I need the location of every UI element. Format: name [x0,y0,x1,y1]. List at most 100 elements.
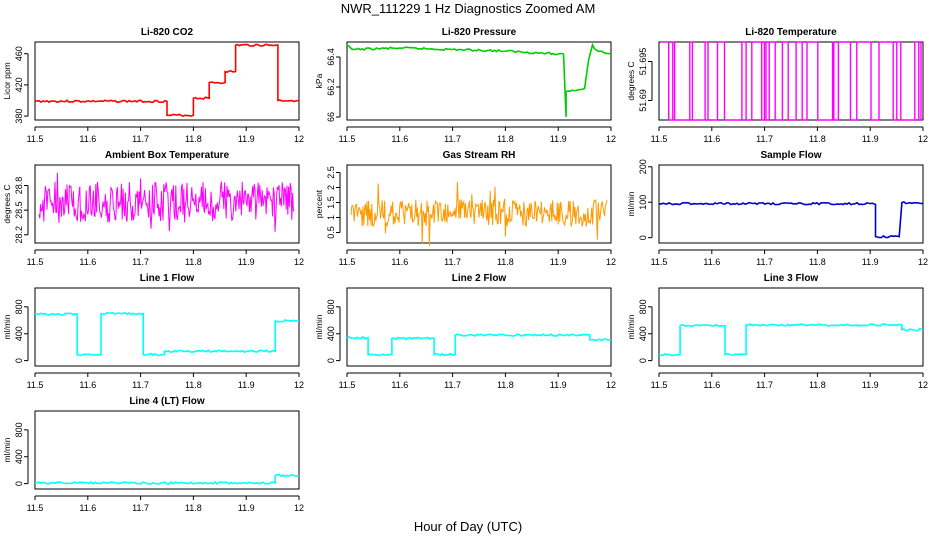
series-line [34,311,299,357]
y-tick-label: 400 [326,326,336,341]
panel-title: Li-820 Pressure [442,27,517,38]
x-tick-label: 11.5 [651,134,668,144]
x-tick-label: 11.9 [550,380,567,390]
plot-frame [658,287,924,367]
y-axis-label: degrees C [626,61,636,100]
panel-9: Line 3 Flow 11.5 11.6 11.7 11.8 11.9 12 0 400 800… [626,273,928,390]
x-tick-label: 11.7 [756,257,773,267]
y-tick-label: 66.2 [326,78,336,96]
x-tick-label: 11.8 [497,134,514,144]
y-tick-label: 2.5 [326,166,336,179]
x-tick-label: 12 [918,380,928,390]
x-tick-label: 11.8 [185,503,202,513]
y-tick-label: 28.5 [14,201,24,219]
y-tick-label: 1.5 [326,196,336,209]
x-tick-label: 11.5 [27,257,44,267]
y-tick-label: 380 [14,109,24,124]
y-tick-label: 100 [638,195,648,210]
series-line [658,200,924,239]
y-tick-label: 0 [638,235,648,240]
y-tick-label: 1 [326,215,336,220]
x-tick-label: 11.6 [391,380,408,390]
x-tick-label: 12 [606,380,616,390]
panel-title: Ambient Box Temperature [105,150,230,161]
x-tick-label: 11.7 [132,380,149,390]
x-tick-label: 11.9 [238,503,255,513]
y-tick-label: 2 [326,185,336,190]
x-tick-label: 11.5 [339,134,356,144]
x-tick-label: 11.6 [79,503,96,513]
y-axis-label: ml/min [626,191,636,216]
x-tick-label: 11.8 [809,134,826,144]
x-tick-label: 11.9 [550,134,567,144]
x-tick-label: 11.6 [79,380,96,390]
x-tick-label: 12 [294,503,304,513]
y-tick-label: 0 [326,358,336,363]
x-tick-label: 12 [294,257,304,267]
plot-frame [34,41,300,121]
x-tick-label: 11.6 [391,134,408,144]
x-tick-label: 12 [294,380,304,390]
x-tick-label: 11.7 [756,134,773,144]
y-tick-label: 51.695 [638,48,648,76]
figure-title: NWR_111229 1 Hz Diagnostics Zoomed AM [341,1,596,16]
y-tick-label: 800 [14,299,24,314]
y-tick-label: 200 [638,159,648,174]
x-tick-label: 11.7 [132,257,149,267]
panel-title: Gas Stream RH [443,150,516,161]
x-tick-label: 12 [294,134,304,144]
x-tick-label: 11.9 [862,257,879,267]
series-line [34,43,300,118]
plot-frame [346,41,612,121]
series-line [661,41,922,121]
y-tick-label: 400 [14,326,24,341]
x-tick-label: 11.7 [132,134,149,144]
y-tick-label: 0 [14,358,24,363]
y-axis-label: ml/min [314,314,324,339]
x-tick-label: 11.5 [27,134,44,144]
x-tick-label: 11.9 [550,257,567,267]
x-tick-label: 11.6 [79,257,96,267]
panel-title: Line 3 Flow [764,273,819,284]
y-axis-label: ml/min [626,314,636,339]
x-tick-label: 11.6 [391,257,408,267]
x-tick-label: 11.7 [756,380,773,390]
panel-1: Li-820 CO2 11.5 11.6 11.7 11.8 11.9 12 380 420 46… [2,27,304,144]
plot-frame [34,410,300,490]
x-tick-label: 11.9 [238,134,255,144]
x-tick-label: 11.6 [703,134,720,144]
x-tick-label: 12 [918,257,928,267]
x-tick-label: 11.8 [497,380,514,390]
y-tick-label: 66.4 [326,48,336,66]
x-tick-label: 11.6 [703,257,720,267]
x-tick-label: 11.9 [862,134,879,144]
panel-title: Line 2 Flow [452,273,507,284]
series-line [346,333,612,357]
y-tick-label: 51.69 [638,89,648,112]
x-tick-label: 11.8 [809,257,826,267]
x-tick-label: 11.9 [238,257,255,267]
x-tick-label: 11.8 [185,257,202,267]
x-tick-label: 11.7 [444,257,461,267]
panel-3: Li-820 Temperature 11.5 11.6 11.7 11.8 11.9 12… [626,27,928,144]
x-tick-label: 11.5 [27,503,44,513]
x-tick-label: 11.9 [238,380,255,390]
x-tick-label: 11.7 [444,134,461,144]
x-tick-label: 11.9 [862,380,879,390]
x-tick-label: 11.5 [339,257,356,267]
panel-title: Line 4 (LT) Flow [129,396,205,407]
panel-title: Sample Flow [760,150,821,161]
series-line [350,181,608,247]
y-axis-label: Licor ppm [2,62,12,99]
x-tick-label: 11.6 [703,380,720,390]
x-tick-label: 12 [606,134,616,144]
x-tick-label: 11.7 [132,503,149,513]
x-tick-label: 12 [606,257,616,267]
y-axis-label: ml/min [2,437,12,462]
x-tick-label: 11.8 [497,257,514,267]
y-tick-label: 400 [638,326,648,341]
x-tick-label: 11.6 [79,134,96,144]
y-tick-label: 66 [326,112,336,122]
